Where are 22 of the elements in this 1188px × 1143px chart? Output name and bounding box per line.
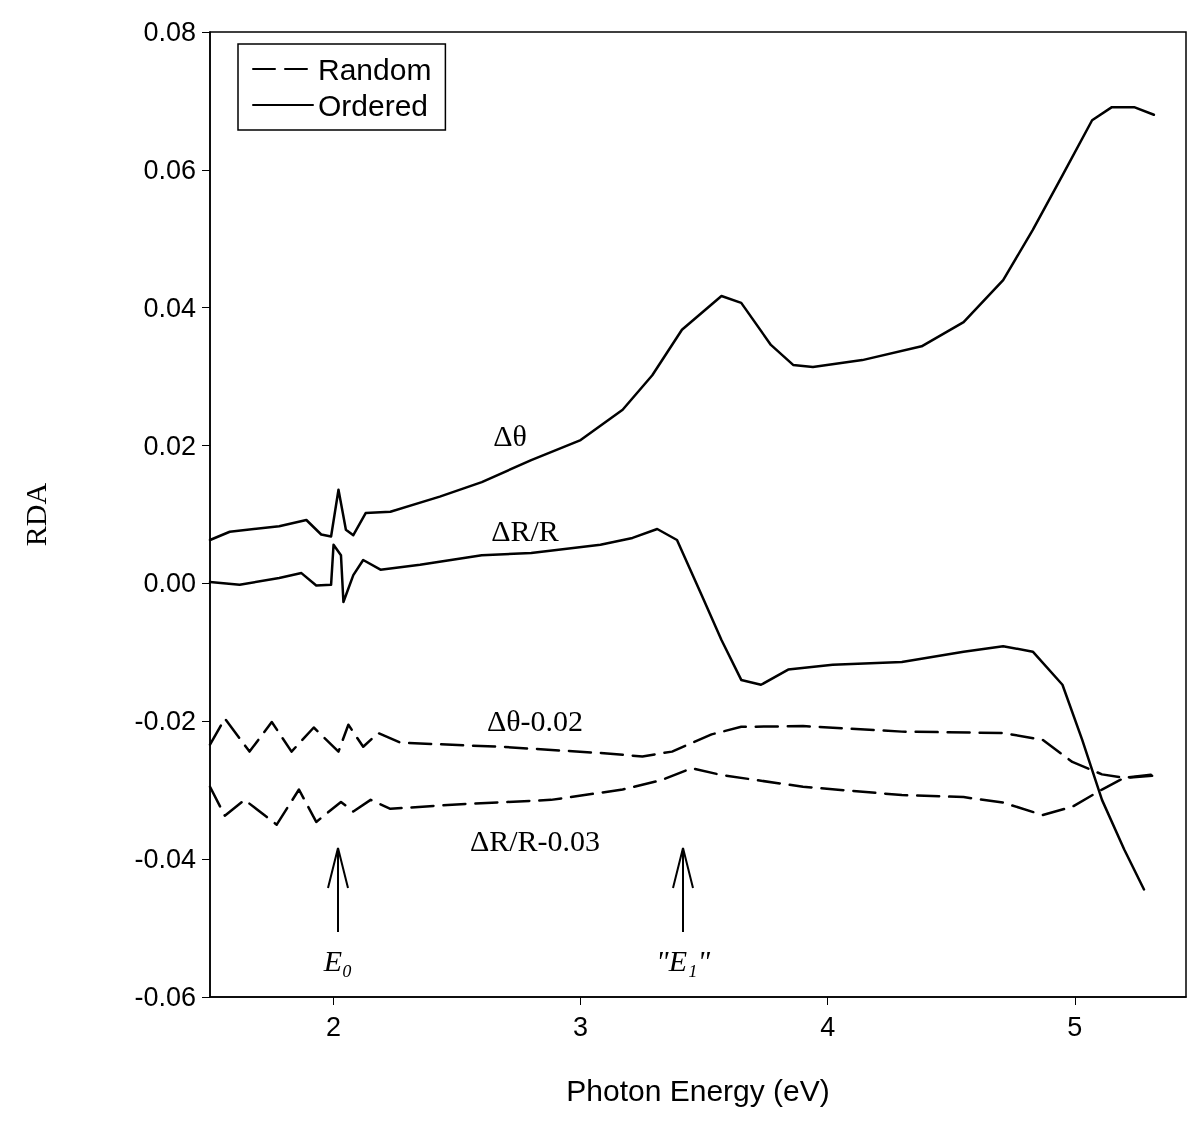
annotation: ΔR/R <box>491 513 559 547</box>
x-axis-title: Photon Energy (eV) <box>566 1073 830 1107</box>
y-tick-label: -0.02 <box>134 706 196 737</box>
annotation: Δθ-0.02 <box>486 703 584 737</box>
annotation: E₀ <box>322 943 353 977</box>
y-tick-label: 0.04 <box>143 292 196 323</box>
y-tick-label: -0.06 <box>134 982 196 1012</box>
y-tick-label: 0.08 <box>143 17 196 47</box>
x-tick-label: 3 <box>573 1011 589 1042</box>
legend-label: Ordered <box>318 88 429 122</box>
y-tick-label: 0.00 <box>143 568 196 599</box>
y-tick-label: 0.06 <box>143 154 196 185</box>
x-tick-label: 4 <box>820 1011 836 1042</box>
x-tick-label: 5 <box>1067 1011 1083 1042</box>
annotation: ΔR/R-0.03 <box>469 823 601 857</box>
legend-label: Random <box>318 52 432 86</box>
annotation: "E₁" <box>656 943 711 977</box>
y-tick-label: -0.04 <box>134 844 196 875</box>
y-tick-label: 0.02 <box>143 430 196 461</box>
x-tick-label: 2 <box>326 1011 342 1042</box>
annotation: Δθ <box>493 418 527 452</box>
y-axis-title: RDA <box>18 482 52 547</box>
